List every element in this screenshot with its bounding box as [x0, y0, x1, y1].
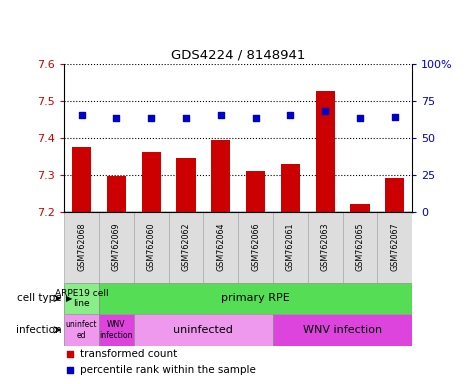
Title: GDS4224 / 8148941: GDS4224 / 8148941	[171, 48, 305, 61]
Text: GSM762062: GSM762062	[181, 223, 190, 271]
Bar	[176, 158, 196, 384]
Point	[182, 115, 190, 121]
Point	[322, 108, 329, 114]
Bar	[316, 91, 335, 384]
Text: WNV
infection: WNV infection	[100, 320, 133, 339]
Bar	[308, 212, 342, 283]
Text: GSM762063: GSM762063	[321, 223, 330, 271]
Text: GSM762065: GSM762065	[356, 223, 365, 271]
Bar	[281, 164, 300, 384]
Point	[391, 114, 399, 120]
Point	[113, 115, 120, 121]
Point	[78, 113, 86, 119]
Bar	[72, 147, 91, 384]
Text: GSM762067: GSM762067	[390, 223, 399, 271]
Bar	[385, 178, 405, 384]
Point	[252, 115, 259, 121]
Bar	[99, 314, 134, 346]
Bar	[342, 212, 378, 283]
Point	[66, 351, 74, 357]
Bar	[203, 212, 238, 283]
Text: GSM762060: GSM762060	[147, 223, 156, 271]
Text: ARPE19 cell
line: ARPE19 cell line	[55, 289, 108, 308]
Bar	[134, 314, 273, 346]
Point	[217, 113, 225, 119]
Text: uninfect
ed: uninfect ed	[66, 320, 97, 339]
Text: ▶: ▶	[66, 294, 72, 303]
Bar	[351, 204, 370, 384]
Text: GSM762064: GSM762064	[216, 223, 225, 271]
Bar	[169, 212, 203, 283]
Text: uninfected: uninfected	[173, 325, 233, 335]
Point	[66, 367, 74, 373]
Bar	[273, 314, 412, 346]
Text: GSM762068: GSM762068	[77, 223, 86, 271]
Text: transformed count: transformed count	[80, 349, 177, 359]
Bar	[273, 212, 308, 283]
Text: primary RPE: primary RPE	[221, 293, 290, 303]
Text: GSM762069: GSM762069	[112, 223, 121, 271]
Bar	[99, 212, 134, 283]
Point	[147, 115, 155, 121]
Bar	[238, 212, 273, 283]
Bar	[134, 212, 169, 283]
Text: percentile rank within the sample: percentile rank within the sample	[80, 365, 256, 375]
Bar	[142, 152, 161, 384]
Text: WNV infection: WNV infection	[303, 325, 382, 335]
Bar	[64, 212, 99, 283]
Bar	[64, 314, 99, 346]
Bar	[378, 212, 412, 283]
Bar	[211, 139, 230, 384]
Point	[356, 115, 364, 121]
Text: GSM762066: GSM762066	[251, 223, 260, 271]
Point	[286, 113, 294, 119]
Bar	[64, 283, 99, 314]
Bar	[107, 177, 126, 384]
Bar	[246, 171, 265, 384]
Text: cell type: cell type	[17, 293, 62, 303]
Text: infection: infection	[16, 325, 62, 335]
Text: GSM762061: GSM762061	[286, 223, 295, 271]
